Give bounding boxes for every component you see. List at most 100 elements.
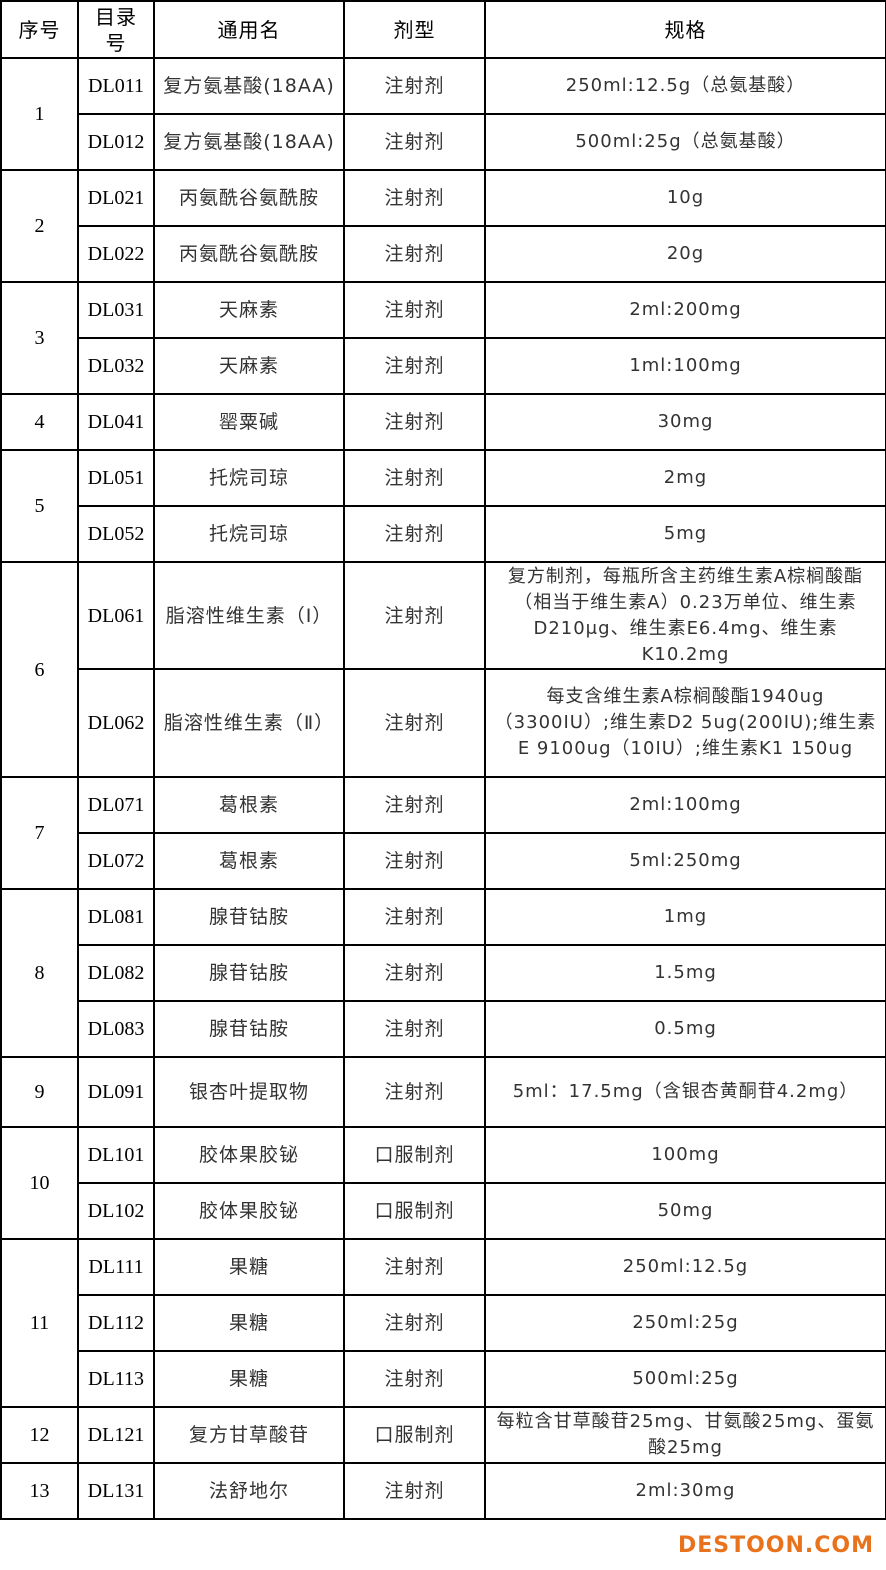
name-cell: 脂溶性维生素（Ⅰ） (153, 561, 345, 670)
spec-cell: 5ml:250mg (484, 832, 886, 890)
code-cell: DL081 (77, 888, 155, 946)
code-cell: DL091 (77, 1056, 155, 1128)
row: DL113 果糖 注射剂 500ml:25g (1, 1350, 886, 1408)
form-cell: 注射剂 (343, 169, 486, 227)
row: DL012 复方氨基酸(18AA) 注射剂 500ml:25g（总氨基酸） (1, 113, 886, 171)
form-cell: 注射剂 (343, 888, 486, 946)
row: 7 DL071 葛根素 注射剂 2ml:100mg (0, 776, 886, 890)
code-cell: DL112 (77, 1294, 155, 1352)
form-cell: 注射剂 (343, 1238, 486, 1296)
group-number: 6 (0, 561, 79, 778)
spec-cell: 2ml:100mg (484, 776, 886, 834)
spec-cell: 100mg (484, 1126, 886, 1184)
row: DL083 腺苷钴胺 注射剂 0.5mg (1, 1000, 886, 1058)
form-cell: 注射剂 (343, 113, 486, 171)
form-cell: 注射剂 (343, 225, 486, 283)
name-cell: 托烷司琼 (153, 505, 345, 563)
watermark: DESTOON.COM (677, 1533, 874, 1558)
row: 9 DL091 银杏叶提取物 注射剂 5ml：17.5mg（含银杏黄酮苷4.2mg） (0, 1056, 886, 1128)
header-cell: 目录号 (77, 0, 155, 59)
header-cell: 规格 (484, 0, 886, 59)
form-cell: 口服制剂 (343, 1126, 486, 1184)
code-cell: DL083 (77, 1000, 155, 1058)
form-cell: 注射剂 (343, 561, 486, 670)
group-number: 2 (0, 169, 79, 283)
form-cell: 注射剂 (343, 1294, 486, 1352)
row: 4 DL041 罂粟碱 注射剂 30mg (0, 393, 886, 451)
name-cell: 丙氨酰谷氨酰胺 (153, 169, 345, 227)
form-cell: 注射剂 (343, 505, 486, 563)
code-cell: DL041 (77, 393, 155, 451)
name-cell: 腺苷钴胺 (153, 888, 345, 946)
spec-cell: 500ml:25g（总氨基酸） (484, 113, 886, 171)
form-cell: 注射剂 (343, 449, 486, 507)
form-cell: 口服制剂 (343, 1406, 486, 1464)
code-cell: DL022 (77, 225, 155, 283)
name-cell: 葛根素 (153, 776, 345, 834)
code-cell: DL032 (77, 337, 155, 395)
row: 13 DL131 法舒地尔 注射剂 2ml:30mg (0, 1462, 886, 1520)
code-cell: DL031 (77, 281, 155, 339)
code-cell: DL113 (77, 1350, 155, 1408)
spec-cell: 30mg (484, 393, 886, 451)
row: 8 DL081 腺苷钴胺 注射剂 1mg (0, 888, 886, 1058)
spec-cell: 5mg (484, 505, 886, 563)
group-number: 11 (0, 1238, 79, 1408)
group-number: 13 (0, 1462, 79, 1520)
code-cell: DL111 (77, 1238, 155, 1296)
code-cell: DL121 (77, 1406, 155, 1464)
spec-cell: 0.5mg (484, 1000, 886, 1058)
row: 2 DL021 丙氨酰谷氨酰胺 注射剂 10g (0, 169, 886, 283)
row: 11 DL111 果糖 注射剂 250ml:12.5g (0, 1238, 886, 1408)
spec-cell: 250ml:12.5g (484, 1238, 886, 1296)
spec-cell: 500ml:25g (484, 1350, 886, 1408)
code-cell: DL071 (77, 776, 155, 834)
name-cell: 罂粟碱 (153, 393, 345, 451)
code-cell: DL131 (77, 1462, 155, 1520)
row: DL072 葛根素 注射剂 5ml:250mg (1, 832, 886, 890)
row: DL032 天麻素 注射剂 1ml:100mg (1, 337, 886, 395)
spec-cell: 5ml：17.5mg（含银杏黄酮苷4.2mg） (484, 1056, 886, 1128)
code-cell: DL072 (77, 832, 155, 890)
name-cell: 胶体果胶铋 (153, 1182, 345, 1240)
code-cell: DL101 (77, 1126, 155, 1184)
spec-cell: 每支含维生素A棕榈酸酯1940ug（3300IU）;维生素D2 5ug(200I… (484, 668, 886, 778)
code-cell: DL062 (77, 668, 155, 778)
name-cell: 银杏叶提取物 (153, 1056, 345, 1128)
row: DL052 托烷司琼 注射剂 5mg (1, 505, 886, 563)
name-cell: 天麻素 (153, 337, 345, 395)
header-cell: 序号 (0, 0, 79, 59)
name-cell: 果糖 (153, 1350, 345, 1408)
name-cell: 天麻素 (153, 281, 345, 339)
spec-cell: 2ml:30mg (484, 1462, 886, 1520)
form-cell: 注射剂 (343, 337, 486, 395)
name-cell: 腺苷钴胺 (153, 944, 345, 1002)
row: 1 DL011 复方氨基酸(18AA) 注射剂 250ml:12.5g（总氨基酸） (0, 57, 886, 171)
form-cell: 注射剂 (343, 393, 486, 451)
header-cell: 通用名 (153, 0, 345, 59)
row: DL022 丙氨酰谷氨酰胺 注射剂 20g (1, 225, 886, 283)
group-number: 3 (0, 281, 79, 395)
form-cell: 注射剂 (343, 1056, 486, 1128)
name-cell: 葛根素 (153, 832, 345, 890)
spec-cell: 1ml:100mg (484, 337, 886, 395)
spec-cell: 2ml:200mg (484, 281, 886, 339)
name-cell: 法舒地尔 (153, 1462, 345, 1520)
code-cell: DL021 (77, 169, 155, 227)
code-cell: DL051 (77, 449, 155, 507)
row: DL102 胶体果胶铋 口服制剂 50mg (1, 1182, 886, 1240)
code-cell: DL082 (77, 944, 155, 1002)
row: DL082 腺苷钴胺 注射剂 1.5mg (1, 944, 886, 1002)
code-cell: DL102 (77, 1182, 155, 1240)
name-cell: 脂溶性维生素（Ⅱ） (153, 668, 345, 778)
form-cell: 注射剂 (343, 281, 486, 339)
group-number: 1 (0, 57, 79, 171)
form-cell: 注射剂 (343, 57, 486, 115)
form-cell: 注射剂 (343, 1000, 486, 1058)
name-cell: 丙氨酰谷氨酰胺 (153, 225, 345, 283)
form-cell: 注射剂 (343, 944, 486, 1002)
group-number: 9 (0, 1056, 79, 1128)
header-cell: 剂型 (343, 0, 486, 59)
row: 12 DL121 复方甘草酸苷 口服制剂 每粒含甘草酸苷25mg、甘氨酸25mg、蛋氨酸… (0, 1406, 886, 1464)
